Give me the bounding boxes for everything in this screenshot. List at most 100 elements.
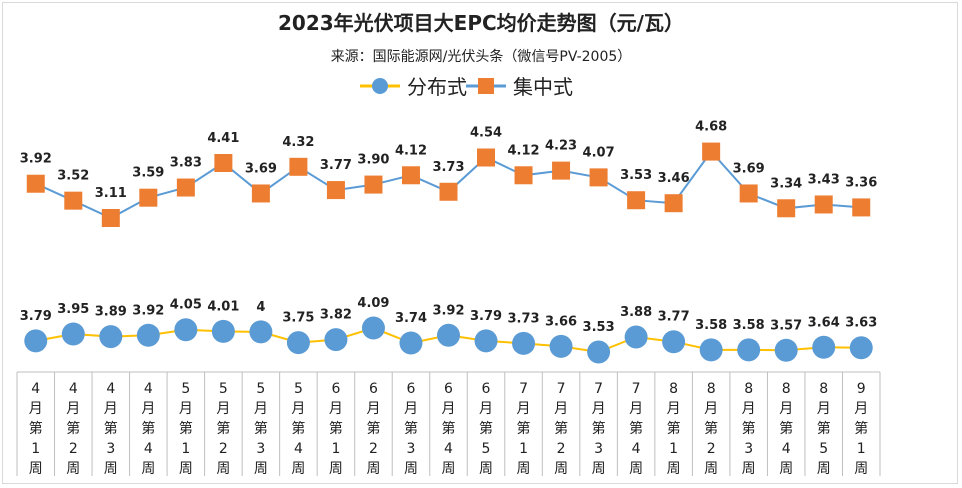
data-label: 3.77 [320, 158, 352, 173]
data-label: 3.88 [620, 305, 652, 320]
x-tick-label: 7 月第 2 周 [554, 381, 568, 477]
data-label: 3.63 [845, 316, 877, 331]
data-label: 3.95 [57, 302, 89, 317]
data-point [512, 331, 536, 355]
data-label: 4 [256, 300, 265, 315]
data-label: 4.12 [508, 143, 540, 158]
data-label: 3.92 [132, 303, 164, 318]
data-point [552, 161, 571, 180]
data-point [439, 182, 458, 201]
data-point [814, 195, 833, 214]
data-point [326, 181, 345, 200]
x-tick-label: 4 月第 2 周 [66, 381, 80, 477]
chart-subtitle: 来源：国际能源网/光伏头条（微信号PV-2005） [331, 48, 632, 65]
data-point [26, 174, 45, 193]
data-label: 3.11 [95, 186, 127, 201]
data-label: 3.77 [658, 310, 690, 325]
data-point [176, 178, 195, 197]
data-label: 3.92 [432, 303, 464, 318]
data-label: 3.79 [20, 309, 52, 324]
x-tick-label: 6 月第 2 周 [366, 381, 380, 477]
data-label: 3.53 [620, 168, 652, 183]
plot-area: 3.79 3.95 3.89 3.92 4.05 4.01 4 3.75 3.82 4.09 3.7… [16, 120, 881, 477]
data-point [401, 166, 420, 185]
data-point [514, 166, 533, 185]
data-point [852, 198, 871, 217]
data-label: 3.57 [770, 318, 802, 333]
data-label: 3.69 [245, 161, 277, 176]
data-label: 3.69 [733, 161, 765, 176]
x-tick-label: 8 月第 1 周 [667, 381, 681, 477]
data-point [737, 338, 761, 362]
data-label: 3.79 [470, 309, 502, 324]
x-tick-label: 8 月第 4 周 [779, 381, 793, 477]
data-point [286, 331, 310, 355]
data-point [627, 191, 646, 210]
data-label: 3.73 [508, 311, 540, 326]
x-tick-label: 5 月第 3 周 [254, 381, 268, 477]
data-label: 3.74 [395, 311, 427, 326]
data-point [399, 331, 423, 355]
data-point [289, 157, 308, 176]
data-label: 3.58 [695, 318, 727, 333]
data-label: 4.01 [207, 299, 239, 314]
data-label: 4.09 [357, 296, 389, 311]
data-label: 4.07 [583, 145, 615, 160]
data-point [587, 340, 611, 364]
x-tick-label: 7 月第 3 周 [592, 381, 606, 477]
x-tick-label: 9 月第 1 周 [854, 381, 868, 477]
data-point [136, 323, 160, 347]
x-tick-label: 4 月第 4 周 [141, 381, 155, 477]
x-tick-label: 4 月第 3 周 [104, 381, 118, 477]
x-tick-label: 8 月第 2 周 [704, 381, 718, 477]
data-label: 4.32 [282, 135, 314, 150]
data-point [624, 325, 648, 349]
data-label: 3.66 [545, 314, 577, 329]
data-label: 4.54 [470, 126, 502, 141]
x-tick-label: 4 月第 1 周 [29, 381, 43, 477]
data-label: 3.89 [95, 305, 127, 320]
x-tick-label: 5 月第 4 周 [291, 381, 305, 477]
x-tick-label: 6 月第 5 周 [479, 381, 493, 477]
data-label: 4.23 [545, 139, 577, 154]
data-point [777, 199, 796, 218]
data-label: 3.58 [733, 318, 765, 333]
data-point [549, 334, 573, 358]
data-label: 4.05 [170, 298, 202, 313]
data-point [699, 338, 723, 362]
x-tick-label: 7 月第 1 周 [517, 381, 531, 477]
x-tick-label: 6 月第 1 周 [329, 381, 343, 477]
data-point [174, 318, 198, 342]
data-label: 3.46 [658, 171, 690, 186]
data-point [437, 323, 460, 347]
data-point [214, 154, 233, 172]
data-point [324, 328, 348, 352]
data-label: 4.12 [395, 143, 427, 158]
data-label: 4.41 [207, 131, 239, 146]
data-point [739, 184, 758, 203]
data-point [139, 188, 158, 207]
x-tick-label: 6 月第 3 周 [404, 381, 418, 477]
data-label: 3.90 [357, 153, 389, 168]
x-tick-label: 8 月第 5 周 [817, 381, 831, 477]
legend: 分布式 集中式 [360, 75, 573, 99]
chart-title: 2023年光伏项目大EPC均价走势图（元/瓦） [278, 11, 684, 35]
x-tick-label: 5 月第 1 周 [179, 381, 193, 477]
data-point [24, 329, 48, 353]
data-point [812, 335, 836, 359]
x-tick-label: 7 月第 4 周 [629, 381, 643, 477]
legend-label-centralized: 集中式 [513, 75, 573, 99]
data-point [774, 338, 798, 362]
data-label: 4.68 [695, 120, 727, 135]
data-label: 3.75 [282, 311, 314, 326]
data-label: 3.53 [583, 320, 615, 335]
data-point [361, 316, 385, 340]
x-tick-label: 5 月第 2 周 [216, 381, 230, 477]
data-point [211, 319, 235, 343]
data-label: 3.43 [808, 172, 840, 187]
data-label: 3.83 [170, 156, 202, 171]
data-point [664, 194, 683, 213]
data-label: 3.59 [132, 166, 164, 181]
legend-label-distributed: 分布式 [407, 75, 467, 99]
